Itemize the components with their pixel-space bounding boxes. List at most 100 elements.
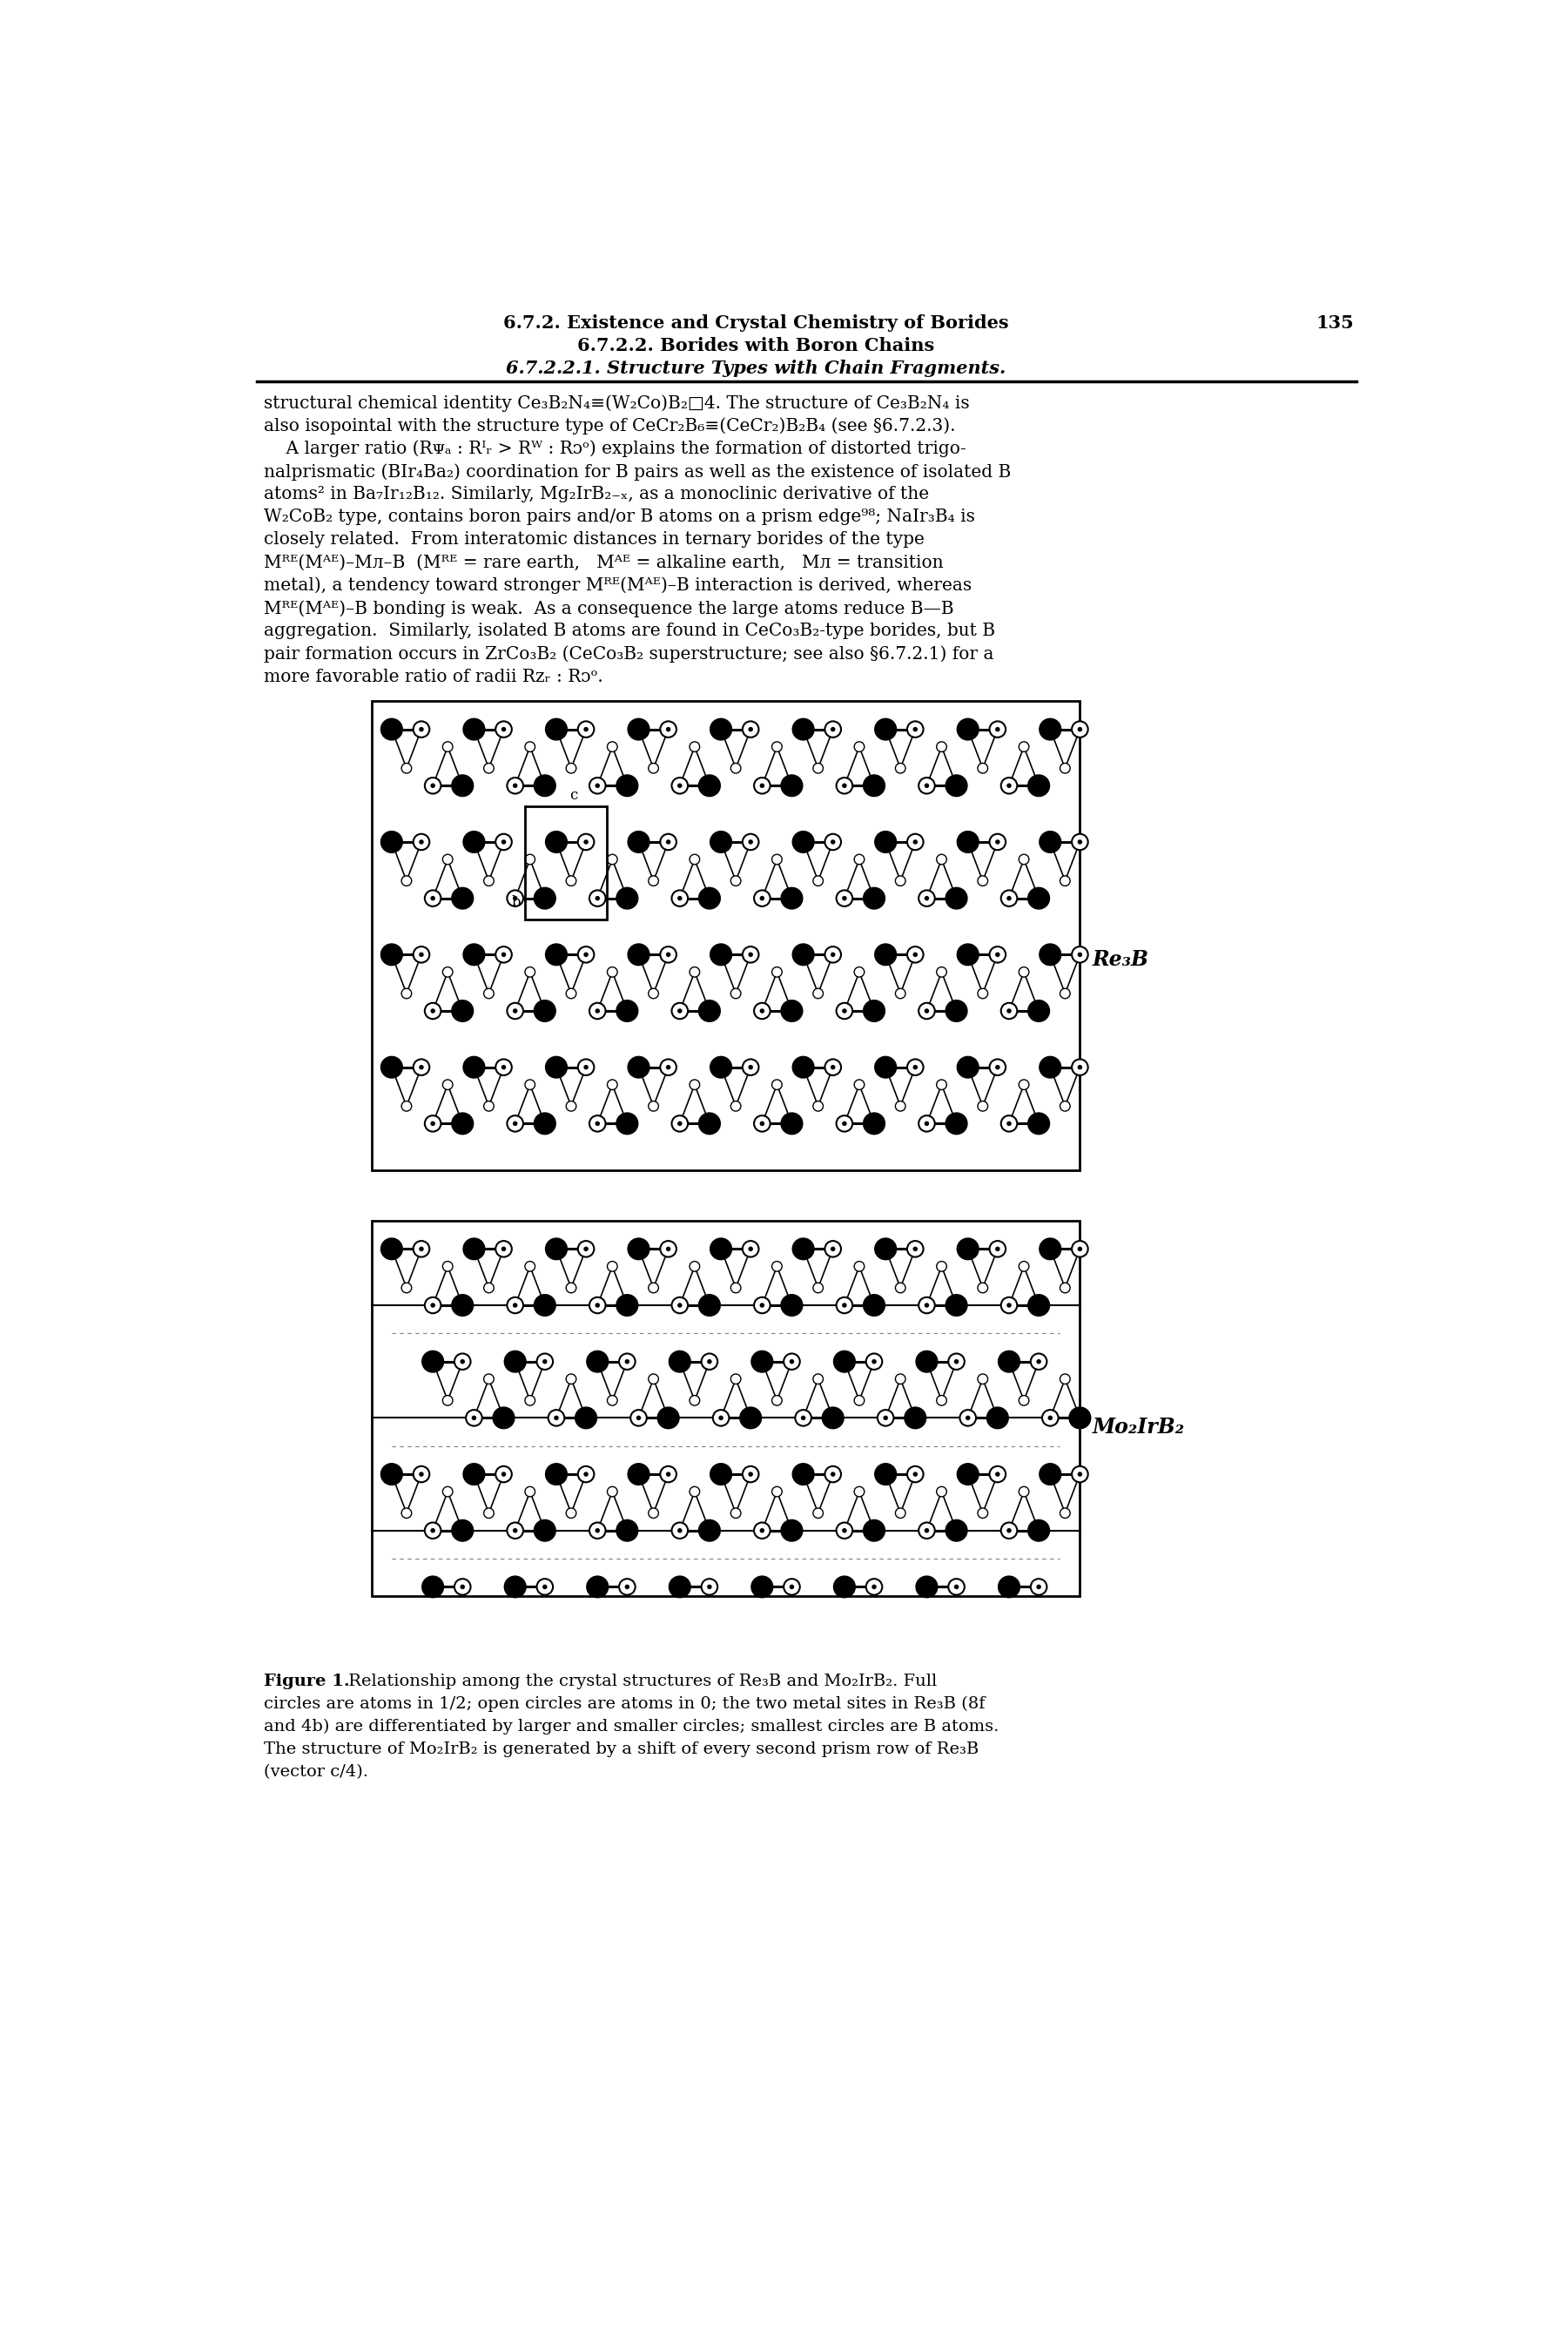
Circle shape <box>566 987 575 999</box>
Bar <box>372 1220 1080 1596</box>
Circle shape <box>585 1472 588 1476</box>
Circle shape <box>546 832 568 853</box>
Circle shape <box>535 889 555 910</box>
Circle shape <box>914 1246 917 1251</box>
Circle shape <box>710 719 732 741</box>
Circle shape <box>466 1411 481 1427</box>
Circle shape <box>914 726 917 731</box>
Circle shape <box>513 896 517 900</box>
Circle shape <box>1019 1262 1029 1272</box>
Circle shape <box>513 783 517 788</box>
Circle shape <box>619 1580 635 1594</box>
Circle shape <box>425 1298 441 1314</box>
Text: Re₃B: Re₃B <box>1091 950 1149 969</box>
Circle shape <box>461 1359 464 1364</box>
Circle shape <box>596 1302 599 1307</box>
Circle shape <box>566 1284 575 1293</box>
Circle shape <box>908 947 924 962</box>
Circle shape <box>660 1241 676 1258</box>
Circle shape <box>801 1415 804 1420</box>
Circle shape <box>607 1079 618 1091</box>
Circle shape <box>525 1079 535 1091</box>
Circle shape <box>649 877 659 886</box>
Circle shape <box>743 1060 759 1074</box>
Circle shape <box>506 891 524 907</box>
Circle shape <box>627 1462 649 1486</box>
Circle shape <box>1029 1295 1049 1317</box>
Circle shape <box>596 783 599 788</box>
Circle shape <box>790 1359 793 1364</box>
Text: (vector c/4).: (vector c/4). <box>263 1766 368 1780</box>
Circle shape <box>814 877 823 886</box>
Circle shape <box>546 1462 568 1486</box>
Circle shape <box>649 1507 659 1519</box>
Circle shape <box>607 1262 618 1272</box>
Circle shape <box>590 1523 605 1538</box>
Circle shape <box>814 1284 823 1293</box>
Circle shape <box>525 1262 535 1272</box>
Circle shape <box>381 719 403 741</box>
Circle shape <box>414 835 430 851</box>
Circle shape <box>1007 1528 1011 1533</box>
Circle shape <box>956 1056 978 1079</box>
Text: A larger ratio (Rᴪₐ : Rᴵᵣ > Rᵂ : Rᴐᵒ) explains the formation of distorted trigo-: A larger ratio (Rᴪₐ : Rᴵᵣ > Rᵂ : Rᴐᵒ) ex… <box>263 440 966 458</box>
Circle shape <box>771 1486 782 1498</box>
Circle shape <box>792 943 814 966</box>
Circle shape <box>690 853 699 865</box>
Circle shape <box>690 1486 699 1498</box>
Circle shape <box>919 1523 935 1538</box>
Text: 135: 135 <box>1316 315 1355 331</box>
Circle shape <box>666 1065 670 1070</box>
Text: 6.7.2.2. Borides with Boron Chains: 6.7.2.2. Borides with Boron Chains <box>577 336 935 355</box>
Circle shape <box>1060 877 1069 886</box>
Circle shape <box>731 1284 740 1293</box>
Circle shape <box>960 1411 975 1427</box>
Circle shape <box>743 1241 759 1258</box>
Circle shape <box>1079 839 1082 844</box>
Circle shape <box>420 1472 423 1476</box>
Circle shape <box>919 1004 935 1018</box>
Circle shape <box>1040 719 1062 741</box>
Circle shape <box>784 1354 800 1371</box>
Circle shape <box>452 889 474 910</box>
Circle shape <box>630 1411 646 1427</box>
Circle shape <box>657 1408 679 1429</box>
Circle shape <box>627 832 649 853</box>
Text: Mᴿᴱ(Mᴬᴱ)–Mᴫ–B  (Mᴿᴱ = rare earth,   Mᴬᴱ = alkaline earth,   Mᴫ = transition: Mᴿᴱ(Mᴬᴱ)–Mᴫ–B (Mᴿᴱ = rare earth, Mᴬᴱ = a… <box>263 555 942 571</box>
Circle shape <box>707 1585 712 1589</box>
Circle shape <box>731 987 740 999</box>
Circle shape <box>836 1523 853 1538</box>
Circle shape <box>908 1467 924 1481</box>
Circle shape <box>720 1415 723 1420</box>
Circle shape <box>771 966 782 978</box>
Circle shape <box>895 877 905 886</box>
Circle shape <box>875 1462 897 1486</box>
Circle shape <box>754 891 770 907</box>
Circle shape <box>607 1396 618 1406</box>
Circle shape <box>919 1114 935 1131</box>
Circle shape <box>381 1239 403 1260</box>
Circle shape <box>506 1114 524 1131</box>
Circle shape <box>966 1415 969 1420</box>
Circle shape <box>1007 783 1011 788</box>
Circle shape <box>842 783 847 788</box>
Circle shape <box>525 853 535 865</box>
Circle shape <box>1007 1121 1011 1126</box>
Circle shape <box>677 1121 682 1126</box>
Circle shape <box>925 783 928 788</box>
Circle shape <box>1000 778 1018 795</box>
Circle shape <box>671 1523 688 1538</box>
Circle shape <box>760 783 764 788</box>
Circle shape <box>834 1575 855 1599</box>
Circle shape <box>1079 1246 1082 1251</box>
Circle shape <box>825 947 840 962</box>
Circle shape <box>936 853 947 865</box>
Circle shape <box>1029 1519 1049 1542</box>
Circle shape <box>425 1523 441 1538</box>
Circle shape <box>996 839 999 844</box>
Circle shape <box>463 1239 485 1260</box>
Circle shape <box>710 943 732 966</box>
Circle shape <box>707 1359 712 1364</box>
Circle shape <box>414 722 430 738</box>
Circle shape <box>579 722 594 738</box>
